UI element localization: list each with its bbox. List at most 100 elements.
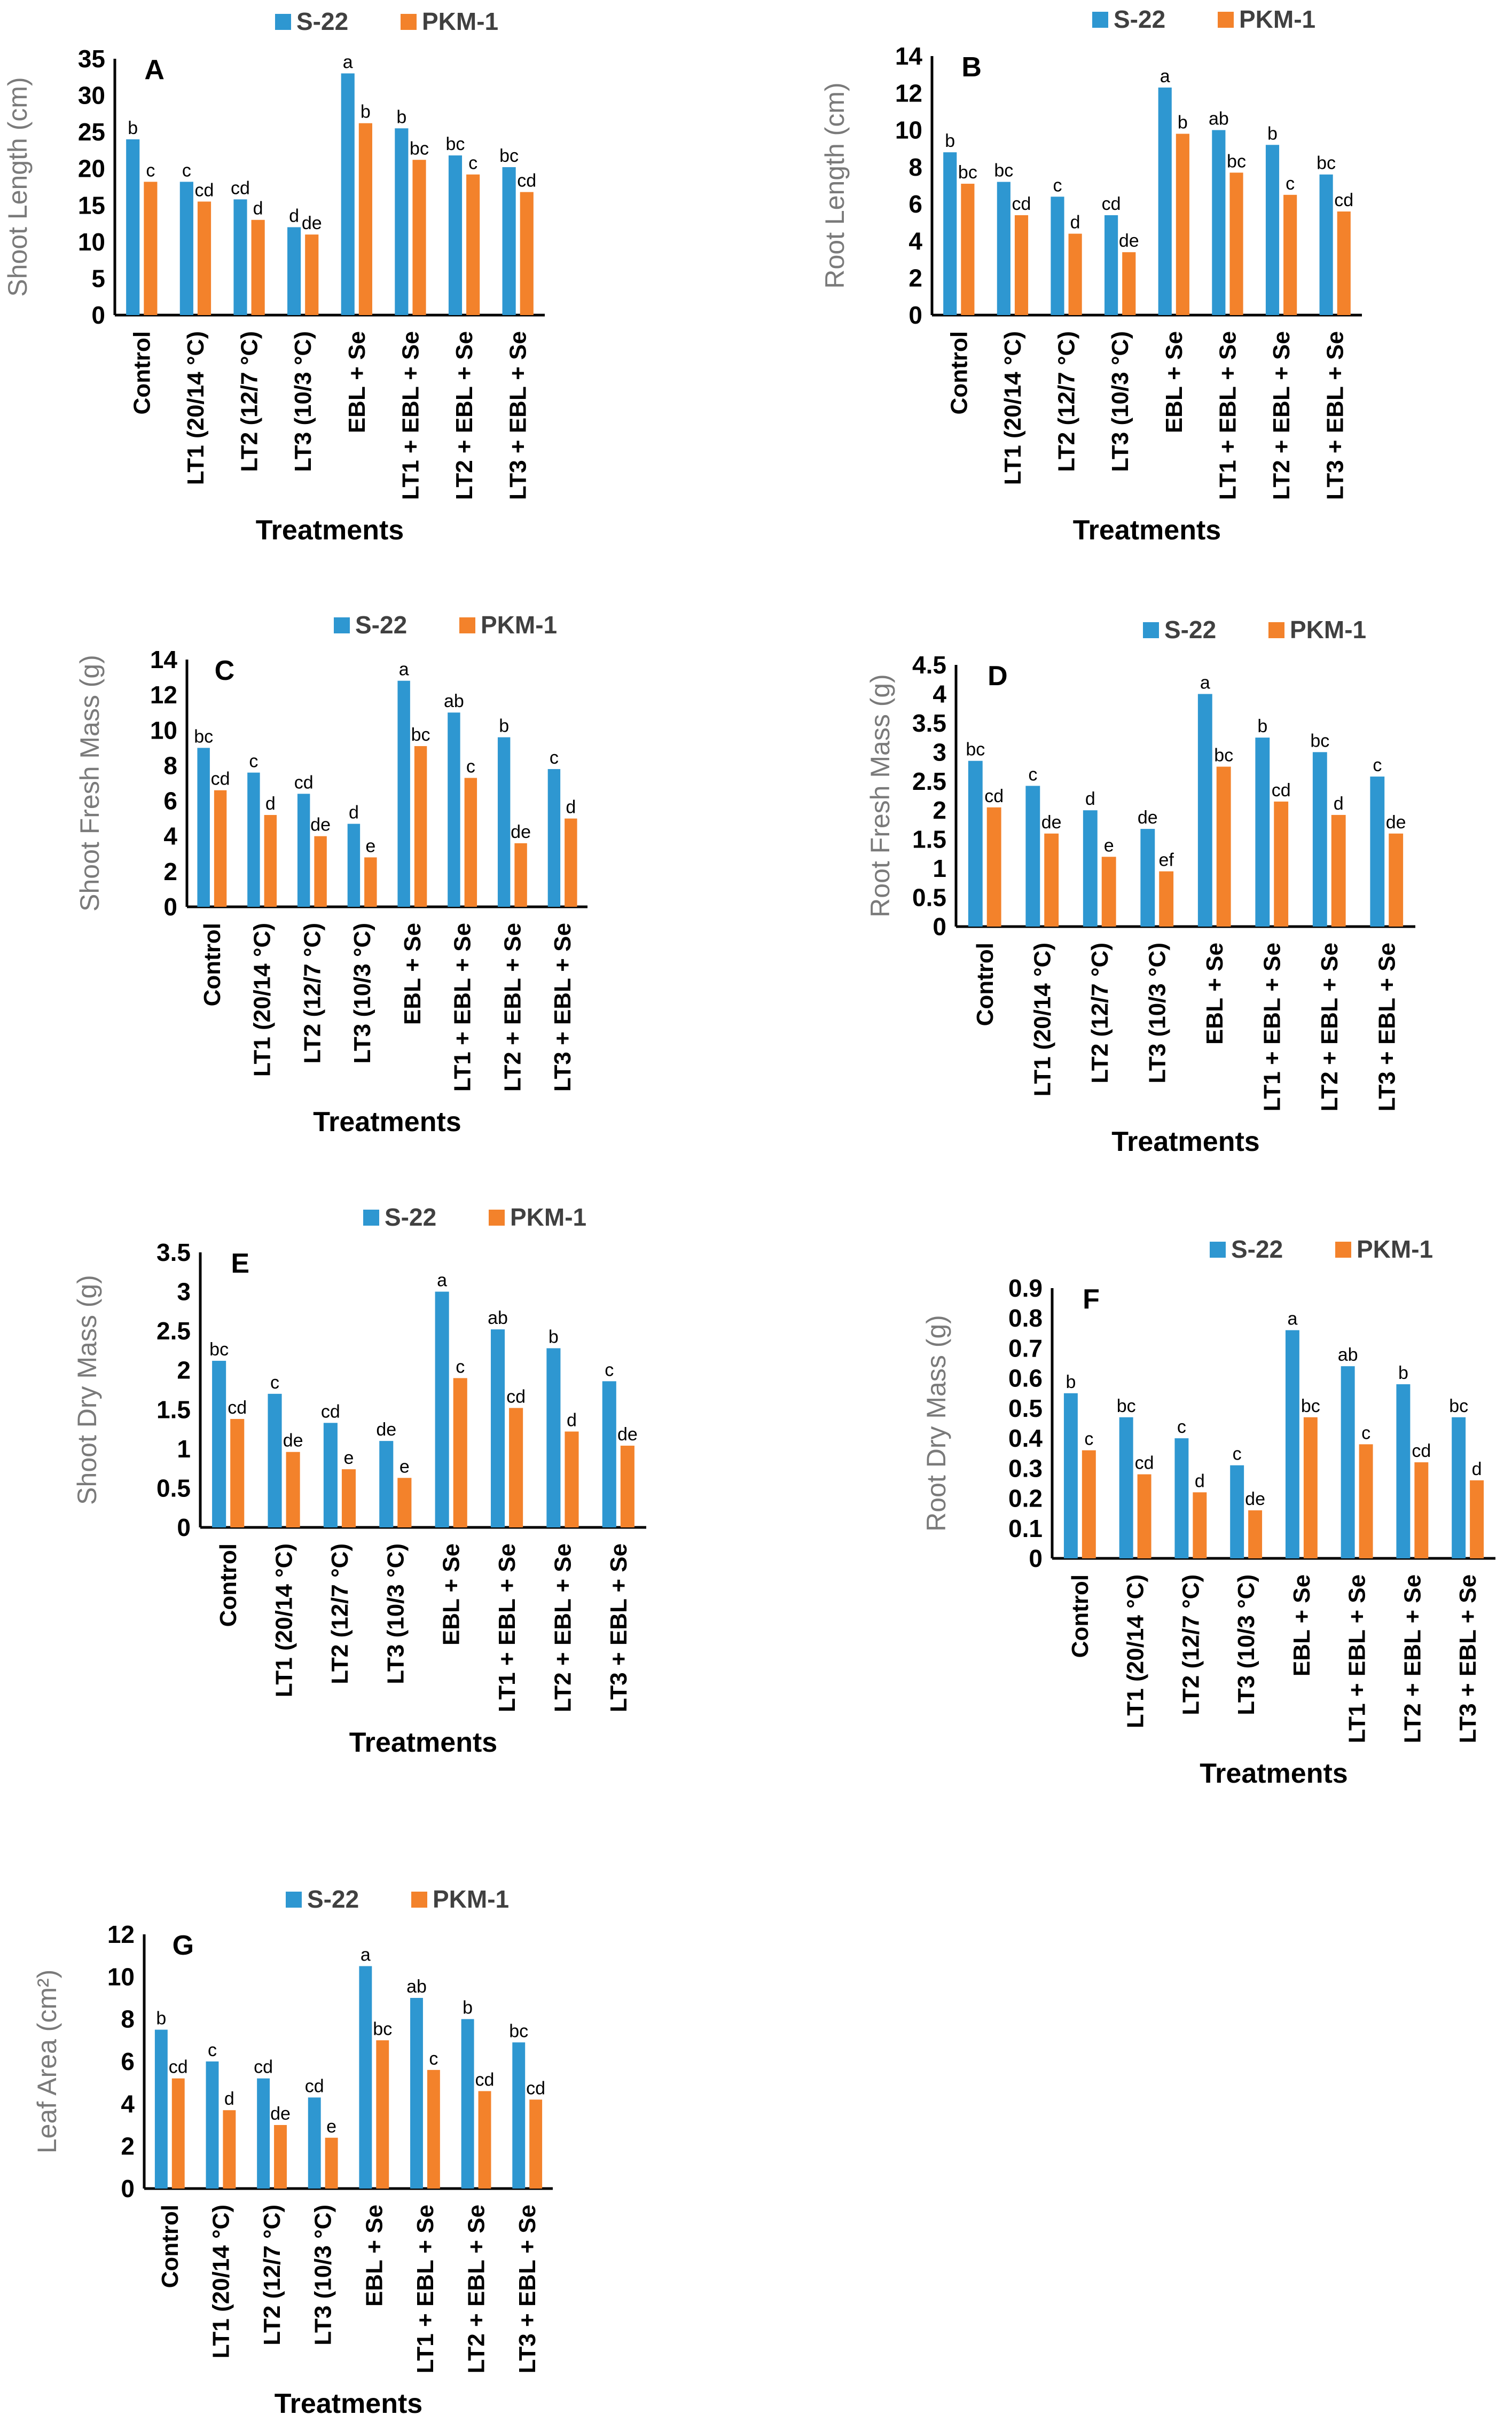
bar-pkm-1-5: [453, 1378, 467, 1527]
y-tick-label: 10: [895, 116, 922, 144]
significance-label: c: [270, 1373, 279, 1393]
significance-label: cd: [231, 178, 250, 198]
bar-pkm-1-3: [274, 2125, 287, 2189]
bar-pkm-1-6: [1274, 801, 1289, 927]
y-tick-label: 0: [908, 301, 922, 329]
legend-swatch-pkm-1: [1218, 12, 1234, 28]
x-category-label: LT2 (12/7 °C): [327, 1543, 353, 1684]
bar-pkm-1-2: [223, 2110, 236, 2189]
y-tick-label: 8: [121, 2005, 135, 2033]
y-tick-label: 8: [908, 153, 922, 181]
bar-pkm-1-1: [230, 1418, 245, 1527]
significance-label: c: [468, 153, 477, 174]
bar-pkm-1-1: [171, 2078, 185, 2189]
legend-swatch-pkm-1: [459, 617, 475, 633]
significance-label: bc: [209, 1339, 229, 1360]
y-tick-label: 4: [908, 227, 922, 255]
bar-pkm-1-7: [1283, 194, 1297, 315]
bar-s-22-2: [179, 182, 193, 315]
chart-panel-E: S-22 PKM-100.511.522.533.5 Ebcccddeaabbccd…: [72, 1203, 646, 1758]
significance-label: cd: [1135, 1453, 1154, 1473]
significance-label: bc: [446, 134, 465, 154]
y-tick-label: 2.5: [912, 767, 946, 795]
legend-swatch-s-22: [363, 1210, 379, 1226]
x-category-label: LT2 + EBL + Se: [1399, 1574, 1425, 1743]
significance-label: de: [1119, 231, 1139, 251]
legend-label: S-22: [1114, 5, 1165, 33]
bar-s-22-4: [347, 824, 361, 907]
bar-pkm-1-1: [986, 807, 1001, 927]
x-axis-title: Treatments: [1200, 1758, 1348, 1789]
bar-s-22-5: [1197, 694, 1212, 927]
significance-label: e: [365, 836, 375, 856]
legend-label: S-22: [385, 1203, 436, 1231]
significance-label: ef: [1159, 850, 1174, 871]
bar-s-22-5: [341, 73, 355, 315]
bar-s-22-5: [435, 1291, 449, 1527]
significance-label: c: [146, 160, 155, 181]
significance-label: b: [1398, 1363, 1408, 1383]
bar-s-22-6: [1212, 130, 1226, 316]
y-tick-label: 2: [177, 1357, 191, 1384]
significance-label: c: [1373, 755, 1382, 775]
panel-letter: D: [988, 661, 1008, 692]
bar-s-22-1: [968, 760, 983, 927]
chart-panel-F: S-22 PKM-1 00.1 0.2 0.30.40.50.6 0.70.80.9 Fb b…: [921, 1235, 1495, 1789]
significance-label: c: [550, 748, 559, 768]
significance-label: de: [1386, 812, 1406, 833]
x-category-label: LT1 + EBL + Se: [1259, 943, 1285, 1111]
y-tick-label: 0: [177, 1514, 191, 1541]
significance-label: de: [283, 1431, 303, 1451]
y-tick-label: 4: [163, 822, 177, 850]
bar-pkm-1-6: [412, 160, 426, 315]
bar-s-22-6: [448, 712, 460, 907]
significance-label: e: [399, 1456, 410, 1477]
bar-s-22-3: [233, 199, 247, 315]
y-tick-label: 1: [177, 1435, 191, 1463]
significance-label: b: [396, 107, 406, 127]
y-axis-title: Root Fresh Mass (g): [865, 674, 895, 918]
y-tick-label: 1.5: [912, 826, 946, 853]
significance-label: a: [343, 52, 353, 72]
x-category-label: LT1 + EBL + Se: [412, 2205, 438, 2373]
bar-s-22-8: [547, 769, 561, 907]
legend-label: PKM-1: [1239, 5, 1315, 33]
bar-s-22-3: [297, 794, 310, 907]
significance-label: cd: [211, 769, 230, 789]
y-tick-label: 0.5: [1008, 1394, 1043, 1422]
bar-s-22-6: [1255, 738, 1270, 927]
x-axis-title: Treatments: [1111, 1126, 1259, 1157]
y-tick-label: 10: [150, 716, 177, 744]
x-category-label: EBL + Se: [1289, 1574, 1315, 1676]
x-category-label: LT2 + EBL + Se: [464, 2205, 490, 2373]
y-axis-title: Shoot Fresh Mass (g): [75, 655, 105, 912]
significance-label: b: [1178, 113, 1188, 133]
bar-s-22-6: [410, 1998, 423, 2189]
legend-swatch-pkm-1: [411, 1892, 427, 1908]
bar-pkm-1-8: [1470, 1480, 1484, 1558]
x-category-label: Control: [215, 1543, 241, 1627]
bar-s-22-8: [1370, 777, 1385, 927]
y-tick-label: 0.8: [1008, 1304, 1043, 1332]
bar-pkm-1-8: [1337, 211, 1351, 315]
legend-label: PKM-1: [1290, 616, 1366, 644]
x-category-label: LT3 (10/3 °C): [382, 1543, 409, 1684]
y-axis-title: Leaf Area (cm²): [32, 1970, 62, 2154]
x-category-label: LT3 + EBL + Se: [606, 1543, 632, 1712]
panel-letter: F: [1083, 1284, 1100, 1315]
bar-s-22-3: [257, 2078, 270, 2189]
y-tick-label: 8: [163, 751, 177, 779]
x-category-label: LT3 (10/3 °C): [1107, 331, 1133, 472]
y-tick-label: 2: [163, 858, 177, 885]
significance-label: de: [1138, 807, 1158, 828]
x-category-label: LT1 (20/14 °C): [183, 331, 209, 485]
y-tick-label: 12: [150, 681, 177, 709]
significance-label: b: [549, 1327, 559, 1347]
bar-s-22-1: [1063, 1393, 1078, 1558]
y-tick-label: 3.5: [912, 709, 946, 737]
bar-pkm-1-4: [1248, 1510, 1263, 1558]
x-category-label: LT2 (12/7 °C): [1054, 331, 1080, 472]
bar-pkm-1-7: [478, 2091, 491, 2189]
significance-label: b: [463, 1998, 473, 2018]
